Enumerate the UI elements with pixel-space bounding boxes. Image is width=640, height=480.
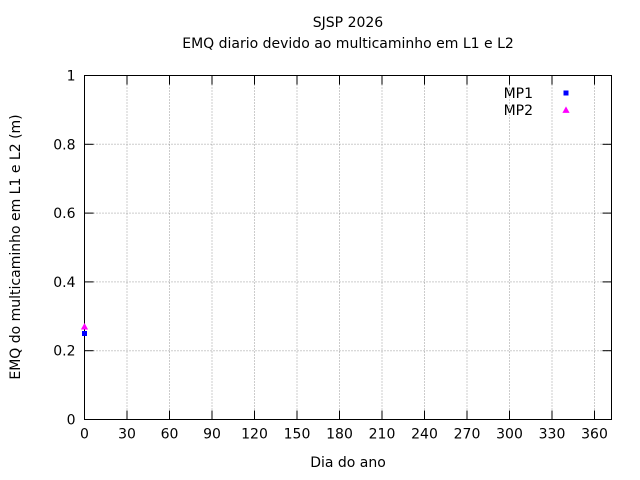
x-tick-label: 120 <box>241 427 268 443</box>
y-tick-label: 0 <box>67 413 76 429</box>
x-tick-label: 0 <box>80 427 89 443</box>
data-point-mp2 <box>80 323 89 330</box>
y-tick-label: 0.4 <box>53 275 75 291</box>
y-tick-label: 0.8 <box>53 137 75 153</box>
legend-label-mp2: MP2 <box>504 103 533 119</box>
data-point-mp1 <box>82 331 87 336</box>
y-tick-label: 0.6 <box>53 206 75 222</box>
x-tick-label: 330 <box>539 427 566 443</box>
x-tick-label: 90 <box>203 427 221 443</box>
x-tick-label: 360 <box>581 427 608 443</box>
y-tick-label: 1 <box>67 69 76 85</box>
x-tick-label: 270 <box>454 427 481 443</box>
x-tick-label: 180 <box>326 427 353 443</box>
x-tick-label: 300 <box>496 427 523 443</box>
y-tick-label: 0.2 <box>53 344 75 360</box>
x-tick-label: 150 <box>284 427 311 443</box>
x-axis-label: Dia do ano <box>310 455 386 471</box>
plot-border <box>84 75 612 420</box>
chart-title: SJSP 2026 <box>312 15 384 31</box>
legend-marker-mp1 <box>563 90 569 96</box>
chart-subtitle: EMQ diario devido ao multicaminho em L1 … <box>182 36 514 52</box>
x-tick-label: 240 <box>411 427 438 443</box>
legend-marker-mp2 <box>562 106 570 113</box>
x-tick-label: 210 <box>369 427 396 443</box>
x-tick-label: 60 <box>161 427 179 443</box>
legend-label-mp1: MP1 <box>504 86 533 102</box>
x-tick-label: 30 <box>118 427 136 443</box>
